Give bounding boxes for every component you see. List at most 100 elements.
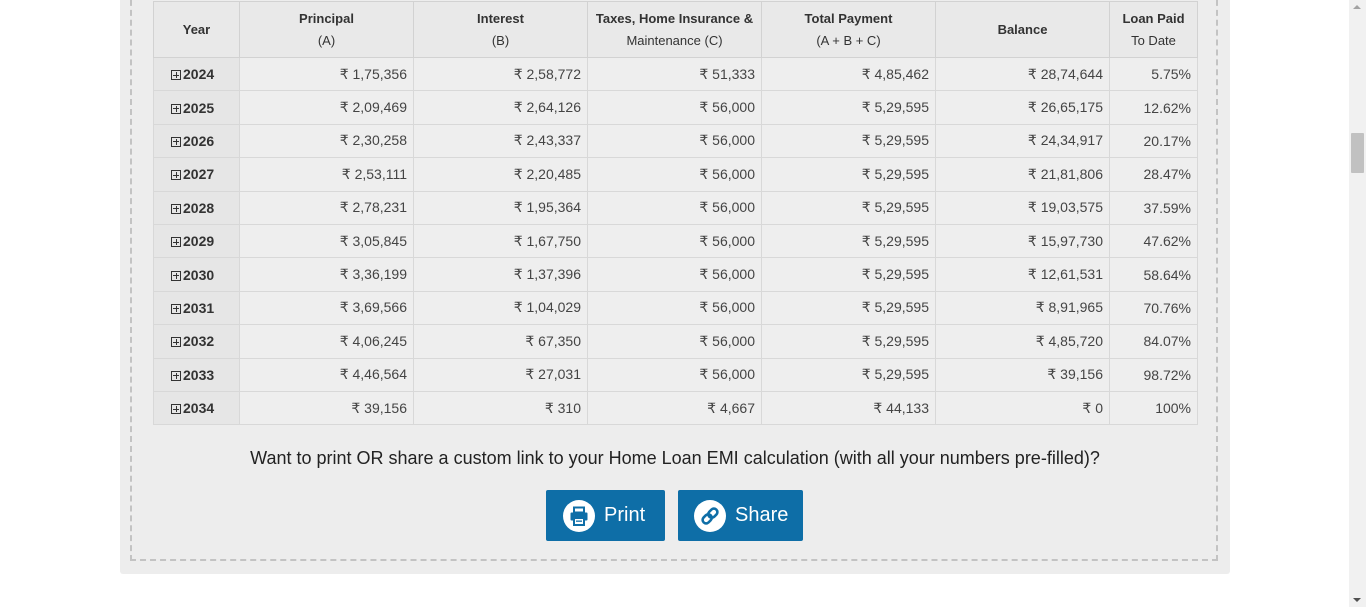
table-row: 2034 ₹ 39,156 ₹ 310 ₹ 4,667 ₹ 44,133 ₹ 0 100% <box>153 390 1198 426</box>
year-cell[interactable]: 2028 <box>153 190 240 225</box>
printer-icon <box>563 499 595 532</box>
year-cell[interactable]: 2030 <box>153 257 240 292</box>
interest-cell: ₹ 1,67,750 <box>413 223 588 259</box>
principal-cell: ₹ 2,53,111 <box>239 157 414 192</box>
header-loan-paid-to-date: Loan Paid To Date <box>1109 1 1198 58</box>
taxes-cell: ₹ 56,000 <box>587 90 762 125</box>
year-cell[interactable]: 2025 <box>153 90 240 125</box>
taxes-cell: ₹ 56,000 <box>587 257 762 292</box>
principal-cell: ₹ 4,06,245 <box>239 324 414 359</box>
interest-cell: ₹ 310 <box>413 390 588 426</box>
expand-plus-square-icon[interactable] <box>171 270 181 281</box>
expand-plus-square-icon[interactable] <box>171 103 181 114</box>
year-cell[interactable]: 2031 <box>153 290 240 326</box>
table-row: 2024 ₹ 1,75,356 ₹ 2,58,772 ₹ 51,333 ₹ 4,85,4… <box>153 56 1198 92</box>
header-principal: Principal (A) <box>239 1 414 58</box>
expand-plus-square-icon[interactable] <box>171 370 181 381</box>
balance-cell: ₹ 28,74,644 <box>935 56 1110 92</box>
expand-plus-square-icon[interactable] <box>171 203 181 214</box>
expand-plus-square-icon[interactable] <box>171 337 181 348</box>
principal-cell: ₹ 2,09,469 <box>239 90 414 125</box>
interest-cell: ₹ 1,37,396 <box>413 257 588 292</box>
principal-cell: ₹ 2,78,231 <box>239 190 414 225</box>
year-label: 2032 <box>183 333 215 350</box>
year-cell[interactable]: 2029 <box>153 223 240 259</box>
payment-schedule-table: Year Principal (A) Interest (B) Taxes, H… <box>153 1 1198 426</box>
interest-cell: ₹ 2,64,126 <box>413 90 588 125</box>
page-scrollbar[interactable] <box>1349 0 1366 607</box>
paid-cell: 70.76% <box>1109 290 1198 326</box>
balance-cell: ₹ 0 <box>935 390 1110 426</box>
year-label: 2030 <box>183 266 215 283</box>
total-cell: ₹ 5,29,595 <box>761 123 936 159</box>
table-row: 2033 ₹ 4,46,564 ₹ 27,031 ₹ 56,000 ₹ 5,29,595… <box>153 357 1198 392</box>
taxes-cell: ₹ 56,000 <box>587 190 762 225</box>
interest-cell: ₹ 2,20,485 <box>413 157 588 192</box>
paid-cell: 28.47% <box>1109 157 1198 192</box>
scroll-thumb[interactable] <box>1351 133 1364 173</box>
total-cell: ₹ 5,29,595 <box>761 357 936 392</box>
expand-plus-square-icon[interactable] <box>171 136 181 147</box>
paid-cell: 5.75% <box>1109 56 1198 92</box>
principal-cell: ₹ 39,156 <box>239 390 414 426</box>
paid-cell: 98.72% <box>1109 357 1198 392</box>
year-cell[interactable]: 2034 <box>153 390 240 426</box>
balance-cell: ₹ 39,156 <box>935 357 1110 392</box>
table-row: 2028 ₹ 2,78,231 ₹ 1,95,364 ₹ 56,000 ₹ 5,29,5… <box>153 190 1198 225</box>
total-cell: ₹ 5,29,595 <box>761 324 936 359</box>
expand-plus-square-icon[interactable] <box>171 303 181 314</box>
taxes-cell: ₹ 56,000 <box>587 123 762 159</box>
paid-cell: 47.62% <box>1109 223 1198 259</box>
balance-cell: ₹ 8,91,965 <box>935 290 1110 326</box>
expand-plus-square-icon[interactable] <box>171 237 181 248</box>
year-cell[interactable]: 2026 <box>153 123 240 159</box>
year-label: 2033 <box>183 366 215 383</box>
year-label: 2026 <box>183 132 215 149</box>
scroll-down-arrow-icon[interactable] <box>1353 598 1361 602</box>
print-button[interactable]: Print <box>546 490 665 541</box>
interest-cell: ₹ 2,43,337 <box>413 123 588 159</box>
header-year: Year <box>153 1 240 58</box>
paid-cell: 20.17% <box>1109 123 1198 159</box>
balance-cell: ₹ 4,85,720 <box>935 324 1110 359</box>
scroll-up-arrow-icon[interactable] <box>1353 5 1361 9</box>
year-cell[interactable]: 2033 <box>153 357 240 392</box>
year-label: 2031 <box>183 299 215 316</box>
taxes-cell: ₹ 4,667 <box>587 390 762 426</box>
interest-cell: ₹ 1,04,029 <box>413 290 588 326</box>
share-prompt-text: Want to print OR share a custom link to … <box>250 448 1100 468</box>
expand-plus-square-icon[interactable] <box>171 70 181 81</box>
table-row: 2025 ₹ 2,09,469 ₹ 2,64,126 ₹ 56,000 ₹ 5,29,5… <box>153 90 1198 125</box>
total-cell: ₹ 5,29,595 <box>761 90 936 125</box>
interest-cell: ₹ 67,350 <box>413 324 588 359</box>
expand-plus-square-icon[interactable] <box>171 404 181 415</box>
table-header-row: Year Principal (A) Interest (B) Taxes, H… <box>153 1 1198 58</box>
total-cell: ₹ 5,29,595 <box>761 223 936 259</box>
header-interest: Interest (B) <box>413 1 588 58</box>
print-button-label: Print <box>604 504 646 526</box>
table-row: 2027 ₹ 2,53,111 ₹ 2,20,485 ₹ 56,000 ₹ 5,29,5… <box>153 157 1198 192</box>
year-cell[interactable]: 2024 <box>153 56 240 92</box>
balance-cell: ₹ 21,81,806 <box>935 157 1110 192</box>
principal-cell: ₹ 3,36,199 <box>239 257 414 292</box>
paid-cell: 12.62% <box>1109 90 1198 125</box>
total-cell: ₹ 5,29,595 <box>761 257 936 292</box>
paid-cell: 37.59% <box>1109 190 1198 225</box>
expand-plus-square-icon[interactable] <box>171 170 181 181</box>
balance-cell: ₹ 26,65,175 <box>935 90 1110 125</box>
year-label: 2029 <box>183 233 215 250</box>
total-cell: ₹ 44,133 <box>761 390 936 426</box>
taxes-cell: ₹ 56,000 <box>587 290 762 326</box>
total-cell: ₹ 5,29,595 <box>761 157 936 192</box>
table-row: 2030 ₹ 3,36,199 ₹ 1,37,396 ₹ 56,000 ₹ 5,29,5… <box>153 257 1198 292</box>
taxes-cell: ₹ 51,333 <box>587 56 762 92</box>
total-cell: ₹ 4,85,462 <box>761 56 936 92</box>
total-cell: ₹ 5,29,595 <box>761 190 936 225</box>
year-cell[interactable]: 2027 <box>153 157 240 192</box>
year-cell[interactable]: 2032 <box>153 324 240 359</box>
share-button[interactable]: Share <box>678 490 803 541</box>
table-row: 2032 ₹ 4,06,245 ₹ 67,350 ₹ 56,000 ₹ 5,29,595… <box>153 324 1198 359</box>
table-row: 2031 ₹ 3,69,566 ₹ 1,04,029 ₹ 56,000 ₹ 5,29,5… <box>153 290 1198 326</box>
paid-cell: 84.07% <box>1109 324 1198 359</box>
interest-cell: ₹ 2,58,772 <box>413 56 588 92</box>
